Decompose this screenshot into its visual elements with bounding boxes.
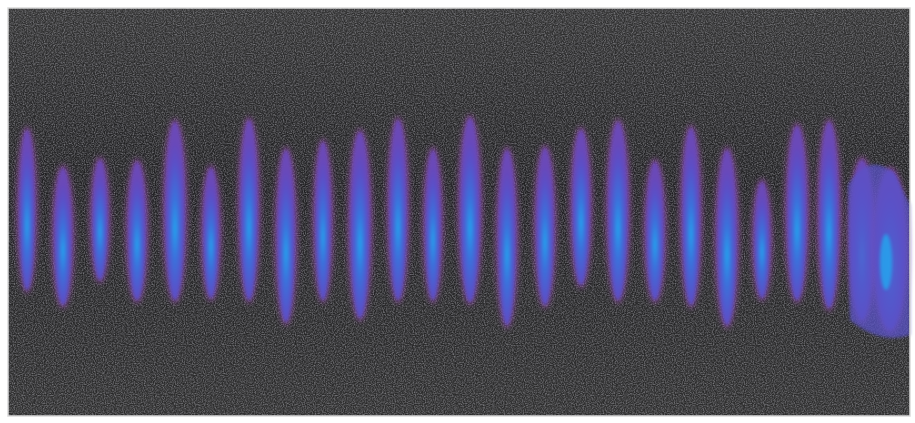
streak xyxy=(277,150,295,322)
streak xyxy=(240,120,258,300)
streak xyxy=(315,142,331,300)
streak xyxy=(819,122,839,308)
streak xyxy=(389,120,407,300)
streak xyxy=(498,150,516,325)
streak xyxy=(54,168,72,305)
streak xyxy=(754,182,770,298)
streak xyxy=(165,122,185,300)
streak xyxy=(425,150,441,300)
streak xyxy=(128,162,146,300)
streak xyxy=(92,160,108,280)
streak xyxy=(536,148,554,305)
streak xyxy=(682,128,700,305)
streak xyxy=(460,118,480,302)
streak xyxy=(19,130,35,290)
streak xyxy=(203,168,219,298)
streak xyxy=(572,130,590,285)
streaks xyxy=(16,114,910,338)
streak xyxy=(717,150,737,325)
streak xyxy=(350,132,370,318)
streak-core xyxy=(880,234,892,290)
streak xyxy=(787,126,807,300)
streak-cluster xyxy=(848,164,910,338)
streak xyxy=(608,122,628,300)
streak xyxy=(646,162,664,300)
frame xyxy=(7,7,911,417)
